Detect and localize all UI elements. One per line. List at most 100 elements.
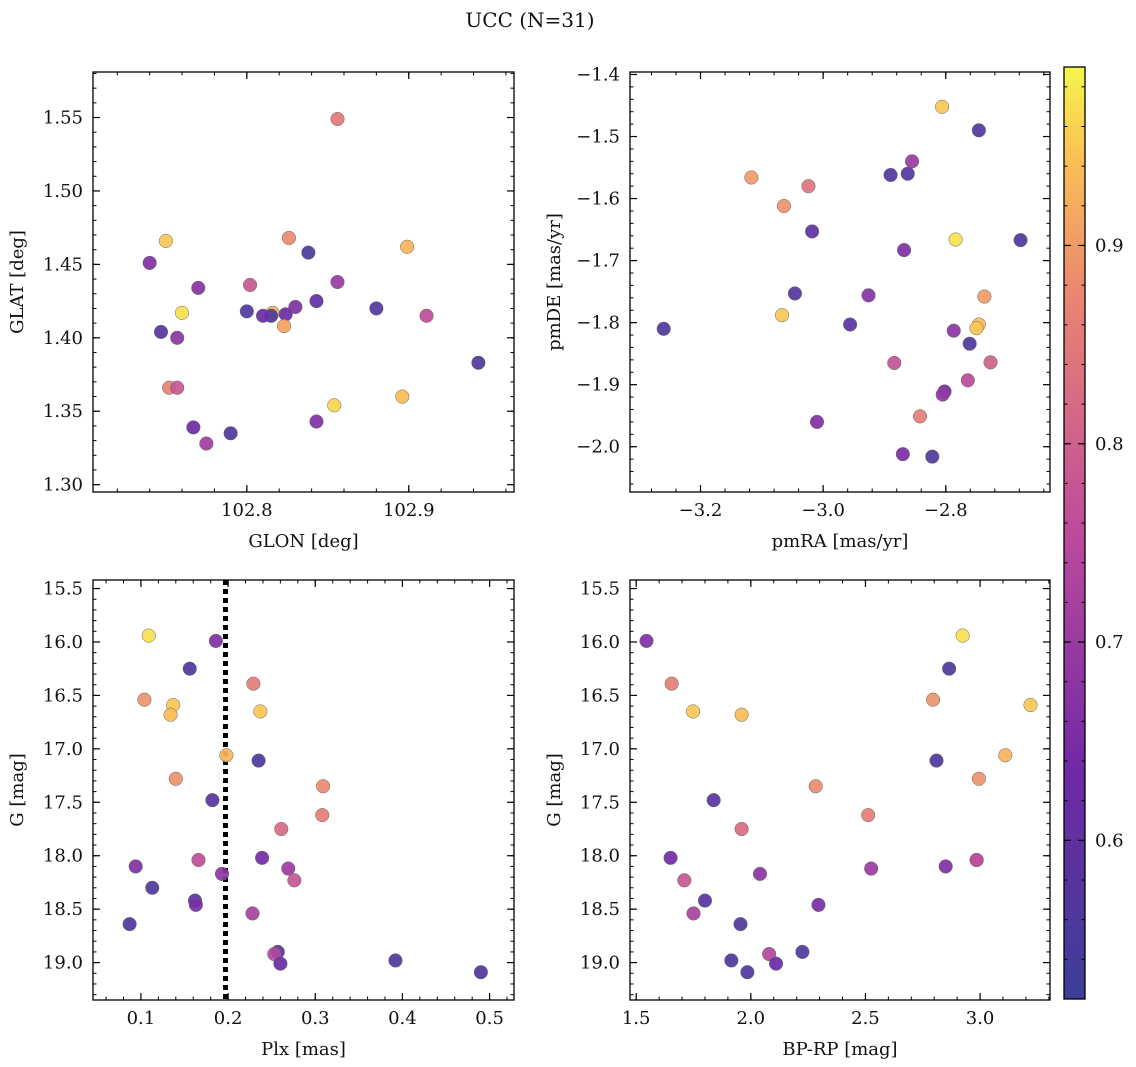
data-point (887, 355, 902, 371)
y-tick-label: 16.5 (43, 685, 83, 706)
data-point (188, 897, 203, 912)
y-axis-label: G [mag] (544, 753, 565, 826)
data-point (199, 436, 214, 451)
data-point (205, 793, 220, 808)
data-point (419, 308, 434, 323)
data-point (762, 946, 777, 962)
data-point (163, 707, 178, 722)
data-point (170, 330, 185, 345)
data-point (962, 336, 977, 351)
data-point (946, 323, 961, 338)
data-point (219, 748, 234, 763)
y-axis-label: pmDE [mas/yr] (544, 213, 565, 351)
x-tick-label: 0.5 (475, 1008, 504, 1029)
data-point (239, 304, 254, 319)
data-point (208, 633, 223, 648)
x-tick-label: −3.0 (801, 500, 845, 521)
y-tick-label: 17.5 (43, 792, 83, 813)
y-tick-label: 1.55 (43, 108, 83, 129)
x-axis-label: BP-RP [mag] (782, 1039, 897, 1060)
y-tick-label: −1.5 (576, 127, 620, 148)
data-point (255, 850, 270, 865)
y-tick-label: 19.0 (43, 953, 83, 974)
data-point (686, 906, 701, 921)
panel-1: 102.8 102.9 1.30 1.35 1.40 1.45 1.50 1.55 GLON [… (7, 71, 515, 552)
x-tick-label: 102.8 (221, 500, 273, 521)
y-axis-label: GLAT [deg] (7, 230, 28, 334)
y-tick-label: 17.5 (580, 792, 620, 813)
scatter-points (122, 628, 488, 980)
data-point (843, 317, 858, 332)
colorbar: 0.6 0.7 0.8 0.9 (1063, 66, 1124, 1000)
data-point (251, 753, 266, 768)
data-point (663, 850, 678, 865)
y-tick-label: 17.0 (43, 739, 83, 760)
data-point (253, 704, 268, 719)
data-point (795, 944, 810, 959)
data-point (740, 965, 755, 980)
y-axis-label: G [mag] (7, 753, 28, 826)
y-tick-label: 1.45 (43, 254, 83, 275)
data-point (1013, 233, 1028, 248)
data-point (805, 224, 820, 239)
data-point (315, 808, 330, 823)
data-point (734, 707, 749, 722)
data-point (122, 917, 137, 932)
colorbar-tick-label: 0.9 (1095, 235, 1124, 256)
data-point (706, 793, 721, 808)
data-point (883, 167, 898, 183)
colorbar-tick-label: 0.8 (1095, 434, 1124, 455)
y-tick-label: 18.5 (580, 899, 620, 920)
data-point (277, 319, 292, 334)
data-point (697, 893, 713, 908)
data-point (775, 308, 790, 323)
data-point (182, 661, 197, 676)
data-point (685, 704, 701, 719)
data-point (388, 953, 403, 968)
data-point (142, 255, 157, 270)
data-point (861, 288, 876, 303)
data-point (809, 414, 825, 429)
data-point (948, 232, 963, 247)
y-tick-label: 1.30 (43, 475, 83, 496)
data-point (246, 676, 261, 691)
data-point (369, 301, 384, 316)
data-point (243, 277, 258, 292)
data-point (734, 821, 749, 837)
data-point (288, 299, 303, 315)
data-point (811, 897, 826, 912)
data-point (926, 692, 941, 707)
x-tick-label: 0.4 (388, 1008, 417, 1029)
colorbar-frame (1063, 66, 1086, 1000)
data-point (942, 661, 957, 676)
scatter-points (656, 99, 1028, 464)
data-point (214, 866, 230, 881)
x-tick-label: 2.5 (851, 1008, 880, 1029)
colorbar-tick-label: 0.7 (1095, 632, 1124, 653)
data-point (938, 859, 953, 874)
y-tick-label: −2.0 (576, 437, 620, 458)
scatter-points (639, 628, 1038, 980)
data-point (808, 779, 823, 794)
y-tick-label: 16.0 (580, 632, 620, 653)
x-tick-label: 0.3 (301, 1008, 330, 1029)
x-tick-label: 0.2 (214, 1008, 243, 1029)
data-point (309, 414, 324, 429)
data-point (471, 355, 486, 370)
data-point (473, 965, 488, 980)
data-point (969, 321, 984, 336)
data-point (170, 380, 185, 395)
y-tick-label: 16.0 (43, 632, 83, 653)
data-point (186, 420, 201, 435)
data-point (273, 956, 288, 971)
data-point (400, 239, 415, 254)
y-tick-label: 17.0 (580, 739, 620, 760)
data-point (274, 821, 289, 837)
data-point (395, 389, 410, 404)
data-point (158, 233, 173, 248)
axes-frame (92, 71, 515, 493)
x-axis-label: pmRA [mas/yr] (772, 531, 909, 552)
x-axis-label: GLON [deg] (248, 531, 358, 552)
data-point (301, 245, 316, 260)
data-point (904, 154, 920, 169)
